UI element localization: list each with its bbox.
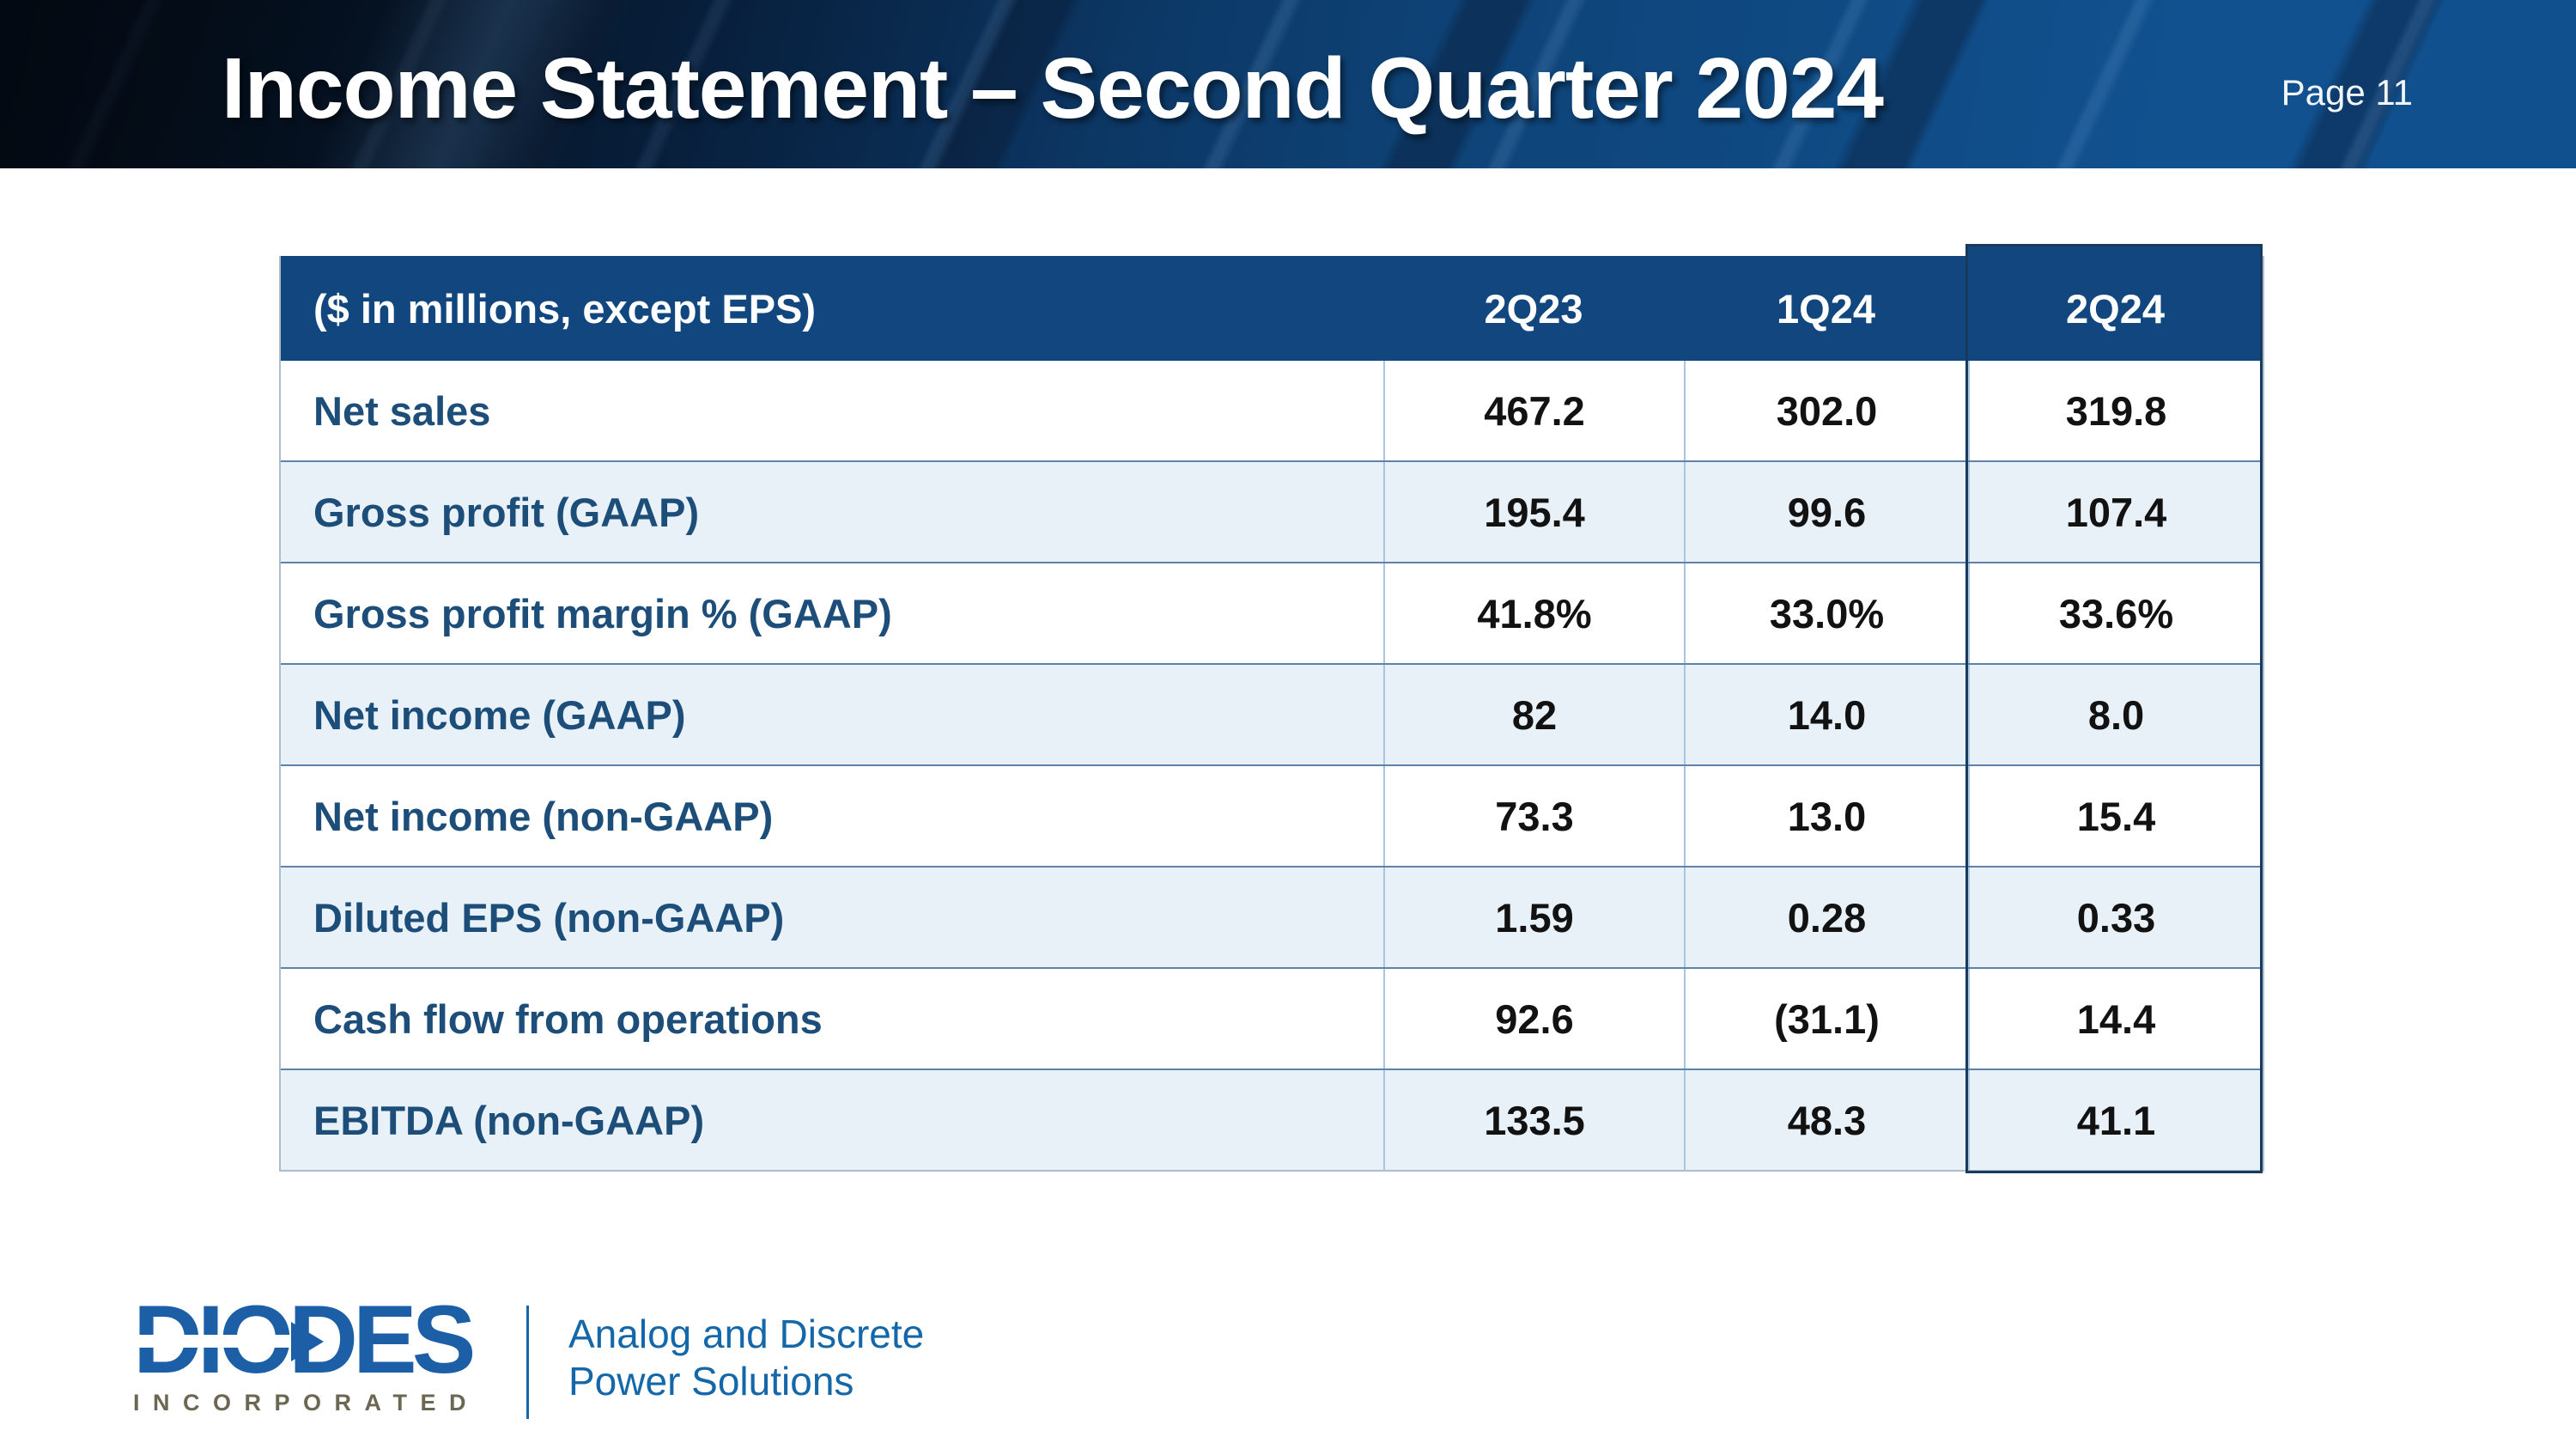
cell-2q24: 0.33 <box>1968 868 2263 967</box>
cell-1q24: 302.0 <box>1684 361 1968 460</box>
column-header-2q24: 2Q24 <box>1968 244 2263 361</box>
cell-2q24: 107.4 <box>1968 462 2263 562</box>
column-header-1q24: 1Q24 <box>1777 285 1875 332</box>
row-label: Net income (non-GAAP) <box>313 793 774 839</box>
table-row: Cash flow from operations 92.6 (31.1) 14… <box>281 967 2263 1068</box>
cell-1q24: 99.6 <box>1684 462 1968 562</box>
title-banner <box>0 0 2576 168</box>
table-header-row: ($ in millions, except EPS) 2Q23 1Q24 2Q… <box>281 244 2263 361</box>
cell-1q24: 0.28 <box>1684 868 1968 967</box>
diodes-logo-incorporated: INCORPORATED <box>133 1390 480 1416</box>
cell-2q24: 33.6% <box>1968 563 2263 663</box>
column-header-2q23: 2Q23 <box>1484 285 1583 332</box>
row-label: Net income (GAAP) <box>313 691 686 738</box>
cell-1q24: 13.0 <box>1684 766 1968 866</box>
table-row: EBITDA (non-GAAP) 133.5 48.3 41.1 <box>281 1068 2263 1170</box>
cell-2q24: 8.0 <box>1968 665 2263 764</box>
table-row: Gross profit margin % (GAAP) 41.8% 33.0%… <box>281 562 2263 663</box>
footer: DIODES INCORPORATED Analog and Discrete … <box>130 1291 924 1419</box>
table-row: Gross profit (GAAP) 195.4 99.6 107.4 <box>281 460 2263 562</box>
tagline-line-1: Analog and Discrete <box>568 1312 925 1356</box>
cell-1q24: (31.1) <box>1684 969 1968 1068</box>
row-label: EBITDA (non-GAAP) <box>313 1097 705 1143</box>
row-label: Gross profit margin % (GAAP) <box>313 590 892 636</box>
tagline-line-2: Power Solutions <box>568 1359 854 1404</box>
table-row: Net income (non-GAAP) 73.3 13.0 15.4 <box>281 764 2263 866</box>
cell-1q24: 14.0 <box>1684 665 1968 764</box>
company-tagline: Analog and Discrete Power Solutions <box>568 1311 924 1405</box>
table-header-units-label: ($ in millions, except EPS) <box>313 285 817 332</box>
cell-2q23: 1.59 <box>1383 868 1684 967</box>
diodes-logo: DIODES INCORPORATED <box>130 1291 483 1416</box>
cell-2q23: 82 <box>1383 665 1684 764</box>
page-title: Income Statement – Second Quarter 2024 <box>222 40 1884 137</box>
cell-2q24: 15.4 <box>1968 766 2263 866</box>
cell-2q24: 319.8 <box>1968 361 2263 460</box>
table-row: Net income (GAAP) 82 14.0 8.0 <box>281 663 2263 764</box>
cell-2q24: 41.1 <box>1968 1070 2263 1170</box>
cell-2q23: 467.2 <box>1383 361 1684 460</box>
logo-arrow-shaft <box>130 1335 291 1348</box>
income-statement-table: ($ in millions, except EPS) 2Q23 1Q24 2Q… <box>279 244 2264 1173</box>
row-label: Net sales <box>313 387 491 434</box>
cell-1q24: 33.0% <box>1684 563 1968 663</box>
cell-2q23: 73.3 <box>1383 766 1684 866</box>
row-label: Cash flow from operations <box>313 995 823 1042</box>
cell-2q23: 41.8% <box>1383 563 1684 663</box>
row-label: Gross profit (GAAP) <box>313 489 700 535</box>
row-label: Diluted EPS (non-GAAP) <box>313 894 785 941</box>
cell-2q23: 133.5 <box>1383 1070 1684 1170</box>
page-number: Page 11 <box>2281 72 2413 113</box>
footer-divider <box>526 1306 529 1419</box>
cell-1q24: 48.3 <box>1684 1070 1968 1170</box>
cell-2q23: 195.4 <box>1383 462 1684 562</box>
table-row: Diluted EPS (non-GAAP) 1.59 0.28 0.33 <box>281 866 2263 967</box>
table-row: Net sales 467.2 302.0 319.8 <box>281 361 2263 460</box>
cell-2q24: 14.4 <box>1968 969 2263 1068</box>
logo-arrowhead-icon <box>291 1322 324 1361</box>
cell-2q23: 92.6 <box>1383 969 1684 1068</box>
